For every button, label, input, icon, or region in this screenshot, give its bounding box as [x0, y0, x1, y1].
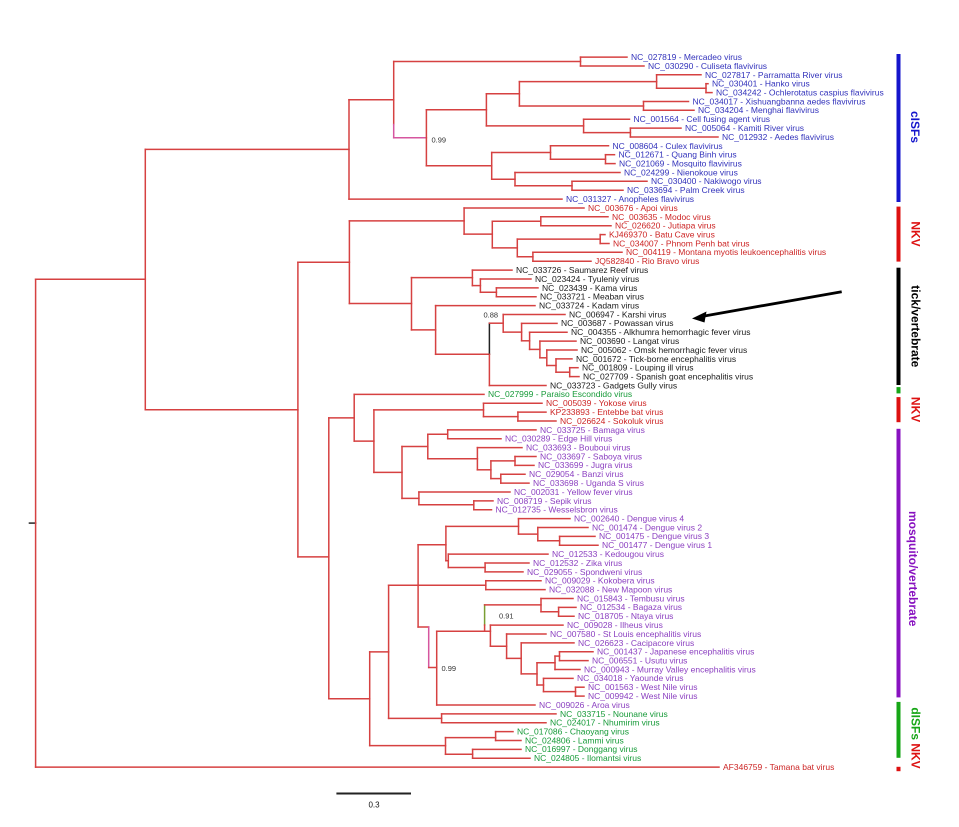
svg-text:NC_001672 - Tick-borne encepha: NC_001672 - Tick-borne encephalitis viru… — [576, 354, 736, 364]
svg-text:NC_024299 - Nienokoue virus: NC_024299 - Nienokoue virus — [624, 167, 738, 177]
svg-text:NC_033697 - Saboya virus: NC_033697 - Saboya virus — [540, 451, 642, 461]
svg-text:NC_030290 - Culiseta flaviviru: NC_030290 - Culiseta flavivirus — [648, 61, 767, 71]
svg-text:cISFs: cISFs — [908, 111, 922, 143]
svg-text:NC_018705 - Ntaya virus: NC_018705 - Ntaya virus — [578, 611, 673, 621]
svg-text:NC_001474 - Dengue virus 2: NC_001474 - Dengue virus 2 — [592, 522, 702, 532]
svg-text:NC_009942 - West Nile virus: NC_009942 - West Nile virus — [588, 691, 697, 701]
svg-text:NC_005064 - Kamiti River virus: NC_005064 - Kamiti River virus — [685, 123, 804, 133]
svg-text:NC_005062 - Omsk hemorrhagic f: NC_005062 - Omsk hemorrhagic fever virus — [581, 345, 747, 355]
svg-text:NC_023439 - Kama virus: NC_023439 - Kama virus — [542, 283, 637, 293]
svg-text:NC_006551 - Usutu virus: NC_006551 - Usutu virus — [592, 656, 687, 666]
svg-text:JQ582840 - Rio Bravo virus: JQ582840 - Rio Bravo virus — [595, 256, 699, 266]
svg-text:NC_024805 - Ilomantsi virus: NC_024805 - Ilomantsi virus — [534, 753, 641, 763]
svg-text:NC_027817 - Parramatta River v: NC_027817 - Parramatta River virus — [705, 70, 842, 80]
svg-text:NC_033699 - Jugra virus: NC_033699 - Jugra virus — [538, 460, 633, 470]
svg-text:NC_006947 - Karshi virus: NC_006947 - Karshi virus — [569, 309, 666, 319]
svg-text:KJ469370 - Batu Cave virus: KJ469370 - Batu Cave virus — [609, 230, 715, 240]
svg-text:NC_012534 - Bagaza virus: NC_012534 - Bagaza virus — [580, 602, 682, 612]
svg-text:NC_030400 - Nakiwogo virus: NC_030400 - Nakiwogo virus — [651, 176, 762, 186]
svg-text:NC_003676 - Apoi virus: NC_003676 - Apoi virus — [588, 203, 678, 213]
svg-text:NC_033693 - Bouboui virus: NC_033693 - Bouboui virus — [526, 443, 630, 453]
svg-text:NC_021069 - Mosquito flaviviru: NC_021069 - Mosquito flavivirus — [619, 159, 742, 169]
svg-text:KP233893 - Entebbe bat virus: KP233893 - Entebbe bat virus — [550, 407, 663, 417]
svg-text:NC_033698 - Uganda S virus: NC_033698 - Uganda S virus — [533, 478, 644, 488]
svg-text:tick/vertebrate: tick/vertebrate — [909, 285, 923, 367]
svg-text:NC_007580 - St Louis encephali: NC_007580 - St Louis encephalitis virus — [550, 629, 701, 639]
svg-text:NC_033721 - Meaban virus: NC_033721 - Meaban virus — [540, 292, 644, 302]
svg-text:NC_012671 - Quang Binh virus: NC_012671 - Quang Binh virus — [619, 150, 737, 160]
svg-text:NC_027709 - Spanish goat encep: NC_027709 - Spanish goat encephalitis vi… — [583, 372, 753, 382]
svg-text:NC_027999 - Paraiso Escondido: NC_027999 - Paraiso Escondido virus — [488, 389, 632, 399]
svg-text:NC_016997 - Donggang virus: NC_016997 - Donggang virus — [525, 744, 637, 754]
svg-text:NC_034018 - Yaounde virus: NC_034018 - Yaounde virus — [577, 673, 683, 683]
svg-text:NC_005039 - Yokose virus: NC_005039 - Yokose virus — [546, 398, 647, 408]
svg-text:NKV: NKV — [909, 221, 923, 246]
svg-text:NC_026620 - Jutiapa virus: NC_026620 - Jutiapa virus — [615, 221, 716, 231]
svg-text:NC_001475 - Dengue virus 3: NC_001475 - Dengue virus 3 — [599, 531, 709, 541]
svg-text:NC_015843 - Tembusu virus: NC_015843 - Tembusu virus — [577, 593, 685, 603]
svg-text:NC_030401 - Hanko virus: NC_030401 - Hanko virus — [712, 79, 810, 89]
svg-text:NC_029054 - Banzi virus: NC_029054 - Banzi virus — [529, 469, 624, 479]
svg-text:NC_033725 - Bamaga virus: NC_033725 - Bamaga virus — [540, 425, 645, 435]
svg-text:NC_009026 - Aroa virus: NC_009026 - Aroa virus — [539, 700, 630, 710]
svg-text:0.3: 0.3 — [368, 801, 380, 810]
svg-text:NC_034242 - Ochlerotatus caspi: NC_034242 - Ochlerotatus caspius flavivi… — [716, 88, 884, 98]
svg-text:0.99: 0.99 — [442, 664, 457, 673]
svg-text:NC_001437 - Japanese encephali: NC_001437 - Japanese encephalitis virus — [597, 647, 754, 657]
svg-text:NC_030289 - Edge Hill virus: NC_030289 - Edge Hill virus — [505, 434, 612, 444]
svg-text:0.88: 0.88 — [484, 310, 499, 319]
svg-text:NC_017086 - Chaoyang virus: NC_017086 - Chaoyang virus — [517, 727, 629, 737]
svg-text:NC_012735 - Wesselsbron virus: NC_012735 - Wesselsbron virus — [496, 505, 618, 515]
svg-text:NC_012932 - Aedes flavivirus: NC_012932 - Aedes flavivirus — [722, 132, 834, 142]
svg-text:NC_003690 - Langat virus: NC_003690 - Langat virus — [580, 336, 679, 346]
svg-text:NC_033724 - Kadam virus: NC_033724 - Kadam virus — [539, 301, 639, 311]
svg-text:NC_001564 - Cell fusing agent: NC_001564 - Cell fusing agent virus — [634, 114, 771, 124]
svg-text:0.99: 0.99 — [432, 135, 447, 144]
svg-text:NC_034017 - Xishuangbanna aede: NC_034017 - Xishuangbanna aedes flavivir… — [693, 96, 866, 106]
svg-text:NC_032088 - New Mapoon virus: NC_032088 - New Mapoon virus — [549, 585, 672, 595]
svg-text:NC_024017 - Nhumirim virus: NC_024017 - Nhumirim virus — [550, 718, 660, 728]
svg-text:NC_012533 - Kedougou virus: NC_012533 - Kedougou virus — [552, 549, 664, 559]
svg-text:NC_024806 - Lammi virus: NC_024806 - Lammi virus — [525, 735, 624, 745]
svg-text:NC_031327 - Anopheles flavivir: NC_031327 - Anopheles flavivirus — [566, 194, 694, 204]
svg-text:NC_012532 - Zika virus: NC_012532 - Zika virus — [533, 558, 622, 568]
svg-text:NC_033726 - Saumarez Reef viru: NC_033726 - Saumarez Reef virus — [516, 265, 648, 275]
svg-text:mosquito/vertebrate: mosquito/vertebrate — [906, 511, 920, 627]
svg-text:NC_000943 - Murray Valley ence: NC_000943 - Murray Valley encephalitis v… — [584, 664, 756, 674]
svg-text:NC_033694 - Palm Creek virus: NC_033694 - Palm Creek virus — [627, 185, 745, 195]
svg-text:NC_001809 - Louping ill virus: NC_001809 - Louping ill virus — [582, 363, 694, 373]
svg-text:NC_003687 - Powassan virus: NC_003687 - Powassan virus — [561, 318, 673, 328]
svg-text:NC_004119 - Montana myotis leu: NC_004119 - Montana myotis leukoencephal… — [626, 247, 826, 257]
svg-text:NC_034007 - Phnom Penh bat vir: NC_034007 - Phnom Penh bat virus — [613, 238, 750, 248]
svg-text:NC_026623 - Cacipacore virus: NC_026623 - Cacipacore virus — [578, 638, 694, 648]
svg-text:NC_003635 - Modoc virus: NC_003635 - Modoc virus — [612, 212, 711, 222]
svg-text:NC_009029 - Kokobera virus: NC_009029 - Kokobera virus — [545, 576, 655, 586]
svg-text:NC_023424 - Tyuleniy virus: NC_023424 - Tyuleniy virus — [535, 274, 639, 284]
svg-text:NC_033715 - Nounane virus: NC_033715 - Nounane virus — [560, 709, 668, 719]
svg-text:NC_027819 - Mercadeo virus: NC_027819 - Mercadeo virus — [631, 52, 742, 62]
svg-text:NC_034204 - Menghai flavivirus: NC_034204 - Menghai flavivirus — [698, 105, 819, 115]
svg-text:NC_008604 - Culex flavivirus: NC_008604 - Culex flavivirus — [613, 141, 723, 151]
svg-text:NC_033723 - Gadgets Gully viru: NC_033723 - Gadgets Gully virus — [550, 380, 677, 390]
svg-text:NC_002031 - Yellow fever virus: NC_002031 - Yellow fever virus — [514, 487, 633, 497]
svg-text:NC_001563 - West Nile virus: NC_001563 - West Nile virus — [588, 682, 697, 692]
svg-text:NC_001477 - Dengue virus 1: NC_001477 - Dengue virus 1 — [602, 540, 712, 550]
svg-text:NC_004355 - Alkhumra hemorrhag: NC_004355 - Alkhumra hemorrhagic fever v… — [571, 327, 751, 337]
svg-text:NC_002640 - Dengue virus 4: NC_002640 - Dengue virus 4 — [574, 514, 684, 524]
svg-text:NC_008719 - Sepik virus: NC_008719 - Sepik virus — [497, 496, 592, 506]
svg-text:0.91: 0.91 — [499, 612, 514, 621]
svg-text:NKV: NKV — [909, 397, 923, 422]
svg-text:NC_026624 - Sokoluk virus: NC_026624 - Sokoluk virus — [560, 416, 663, 426]
svg-text:NC_009028 - Ilheus virus: NC_009028 - Ilheus virus — [567, 620, 663, 630]
svg-text:AF346759 - Tamana bat virus: AF346759 - Tamana bat virus — [723, 762, 834, 772]
svg-text:NC_029055 - Spondweni virus: NC_029055 - Spondweni virus — [527, 567, 642, 577]
svg-text:dISFs NKV: dISFs NKV — [909, 707, 923, 768]
